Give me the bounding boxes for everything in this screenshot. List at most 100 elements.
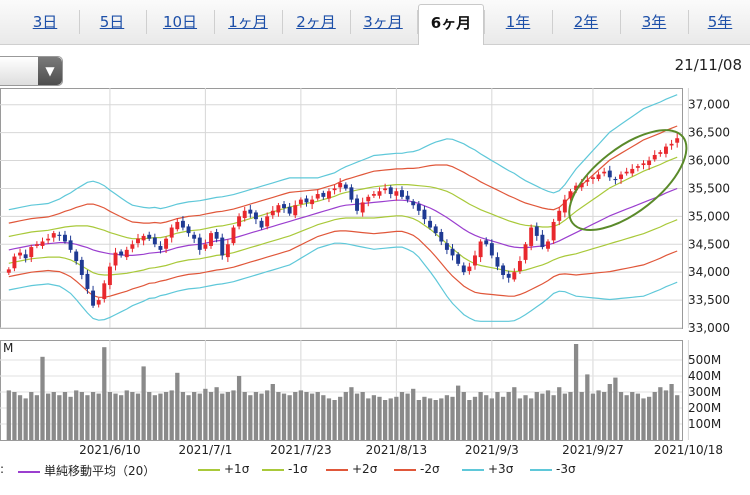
y-tick-label: 36,500 (688, 126, 730, 140)
legend-item: +3σ (462, 462, 513, 476)
legend-item: -2σ (394, 462, 440, 476)
candle-body (574, 185, 579, 191)
y-tick-label: 35,500 (688, 181, 730, 195)
candle-body (517, 261, 522, 272)
volume-bar (135, 393, 141, 440)
candle-body (276, 205, 281, 213)
volume-bar (107, 392, 113, 440)
candle-body (489, 243, 494, 256)
volume-bar (236, 376, 242, 440)
candle-body (169, 227, 174, 238)
legend-item: -1σ (262, 462, 308, 476)
candle-body (557, 210, 562, 221)
candle-body (675, 138, 680, 143)
candle-body (304, 198, 309, 203)
volume-bar (646, 396, 652, 440)
candle-body (428, 220, 433, 228)
candle-body (540, 234, 545, 248)
y-tick-label: 34,500 (688, 237, 730, 251)
tab-divider (620, 10, 621, 34)
candle-body (12, 256, 17, 269)
volume-bar (360, 392, 365, 440)
tab-5[interactable]: 3ヶ月 (363, 13, 403, 31)
volume-bar (349, 387, 354, 440)
candle-body (203, 244, 208, 249)
legend-label: 単純移動平均（20） (44, 464, 156, 478)
candle-body (596, 174, 601, 179)
candle-body (141, 235, 146, 241)
candle-body (647, 160, 652, 166)
period-tab-bar: 3日 5日 10日 1ヶ月 2ヶ月 3ヶ月 6ヶ月 1年 2年 3年 5年 (0, 0, 750, 45)
candle-body (259, 220, 264, 228)
volume-bar (540, 393, 545, 440)
volume-bar (119, 395, 124, 440)
latest-date-label: 21/11/08 (674, 56, 742, 74)
candle-body (175, 221, 180, 230)
candle-body (102, 283, 107, 299)
candle-body (529, 227, 534, 246)
volume-bar (338, 396, 343, 440)
candle-body (237, 216, 242, 227)
candle-body (152, 237, 157, 245)
candle-body (242, 210, 247, 219)
volume-bar (276, 392, 281, 440)
x-tick-label: 2021/8/13 (366, 443, 428, 457)
candle-body (40, 241, 45, 246)
volume-bar (332, 400, 337, 440)
tab-6[interactable]: 6ヶ月 (418, 4, 484, 45)
candle-body (663, 146, 668, 154)
volume-bar (422, 396, 427, 440)
legend-swatch (326, 468, 348, 471)
candle-body (551, 221, 556, 241)
tab-1[interactable]: 5日 (99, 13, 125, 31)
volume-bar (613, 377, 618, 440)
volume-tick-label: 100M (688, 417, 721, 431)
tab-8[interactable]: 2年 (573, 13, 599, 31)
tab-0[interactable]: 3日 (32, 13, 58, 31)
volume-tick-label: 200M (688, 401, 721, 415)
volume-bar (90, 392, 96, 440)
volume-bar (242, 392, 247, 440)
candle-body (57, 234, 62, 236)
stock-chart: 37,000 36,500 36,000 35,500 35,000 34,500 34,0… (0, 88, 730, 457)
x-tick-label: 2021/9/3 (465, 443, 519, 457)
volume-bar (663, 390, 669, 440)
volume-bar (113, 393, 118, 440)
volume-bar (12, 392, 17, 440)
legend-item: -3σ (530, 462, 576, 476)
volume-bar (152, 395, 157, 440)
volume-bar (579, 392, 584, 440)
volume-bar (281, 393, 287, 440)
candle-body (495, 257, 500, 267)
tab-10[interactable]: 5年 (707, 13, 733, 31)
tab-4[interactable]: 2ヶ月 (296, 13, 336, 31)
volume-bar (180, 392, 186, 440)
volume-bar (23, 398, 28, 440)
volume-bar (130, 392, 135, 440)
candle-body (186, 226, 191, 234)
volume-bar (399, 392, 405, 440)
legend-swatch (262, 468, 284, 471)
y-tick-label: 37,000 (688, 98, 730, 112)
y-tick-label: 36,000 (688, 154, 730, 168)
chart-options-dropdown[interactable]: ▼ (0, 56, 63, 86)
tab-9[interactable]: 3年 (641, 13, 667, 31)
tab-7[interactable]: 1年 (505, 13, 531, 31)
legend-swatch (394, 468, 416, 471)
volume-bar (517, 398, 523, 440)
volume-bar (265, 390, 270, 440)
tab-2[interactable]: 10日 (162, 13, 198, 31)
candle-body (85, 273, 90, 289)
volume-bar (523, 395, 528, 440)
volume-bar (163, 392, 169, 440)
candle-body (602, 171, 607, 174)
volume-bar (231, 390, 236, 440)
triangle-down-icon[interactable]: ▼ (38, 57, 62, 85)
candle-body (298, 199, 303, 205)
candle-body (444, 243, 449, 250)
volume-bar (675, 395, 680, 440)
candle-body (18, 252, 23, 256)
volume-bar (545, 390, 551, 440)
candle-body (248, 209, 253, 214)
tab-3[interactable]: 1ヶ月 (228, 13, 268, 31)
